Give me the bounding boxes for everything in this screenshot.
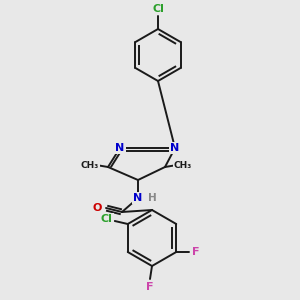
Text: O: O	[92, 203, 102, 213]
Text: CH₃: CH₃	[81, 160, 99, 169]
Text: F: F	[193, 247, 200, 257]
Text: N: N	[134, 193, 142, 203]
Text: Cl: Cl	[152, 4, 164, 14]
Text: F: F	[146, 282, 154, 292]
Text: N: N	[170, 143, 180, 153]
Text: CH₃: CH₃	[174, 160, 192, 169]
Text: Cl: Cl	[101, 214, 113, 224]
Text: N: N	[116, 143, 124, 153]
Text: H: H	[148, 193, 156, 203]
